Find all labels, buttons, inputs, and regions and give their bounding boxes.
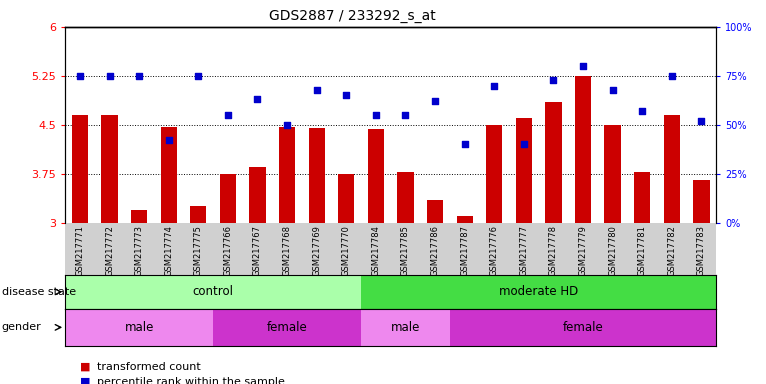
Point xyxy=(310,86,322,93)
FancyBboxPatch shape xyxy=(65,309,213,346)
Point xyxy=(696,118,708,124)
Text: disease state: disease state xyxy=(2,287,76,297)
Point xyxy=(162,137,175,144)
Text: GSM217769: GSM217769 xyxy=(313,225,321,276)
Text: moderate HD: moderate HD xyxy=(499,285,578,298)
Text: GSM217782: GSM217782 xyxy=(667,225,676,276)
Text: GSM217780: GSM217780 xyxy=(608,225,617,276)
Bar xyxy=(457,216,473,223)
Bar xyxy=(604,125,620,223)
Point xyxy=(281,122,293,128)
Text: GSM217781: GSM217781 xyxy=(638,225,647,276)
Text: GSM217785: GSM217785 xyxy=(401,225,410,276)
Point xyxy=(74,73,86,79)
Point xyxy=(636,108,648,114)
Bar xyxy=(250,167,266,223)
Bar xyxy=(427,200,444,223)
Point xyxy=(666,73,678,79)
Text: GSM217774: GSM217774 xyxy=(164,225,173,276)
Text: GSM217770: GSM217770 xyxy=(342,225,351,276)
Point xyxy=(103,73,116,79)
Point xyxy=(518,141,530,147)
Point xyxy=(607,86,619,93)
Point xyxy=(459,141,471,147)
Point xyxy=(222,112,234,118)
Bar xyxy=(309,128,325,223)
Bar xyxy=(190,207,206,223)
Bar xyxy=(634,172,650,223)
Text: GSM217784: GSM217784 xyxy=(372,225,381,276)
Text: GSM217768: GSM217768 xyxy=(283,225,292,276)
Text: GSM217786: GSM217786 xyxy=(430,225,440,276)
Text: GSM217771: GSM217771 xyxy=(75,225,84,276)
Point xyxy=(370,112,382,118)
Point xyxy=(133,73,146,79)
Point xyxy=(399,112,411,118)
Text: GSM217773: GSM217773 xyxy=(135,225,143,276)
Bar xyxy=(516,118,532,223)
Point xyxy=(192,73,205,79)
Bar xyxy=(161,127,177,223)
Text: female: female xyxy=(267,321,307,334)
Text: GSM217766: GSM217766 xyxy=(224,225,232,276)
FancyBboxPatch shape xyxy=(213,309,361,346)
Text: GSM217783: GSM217783 xyxy=(697,225,706,276)
Bar xyxy=(486,125,502,223)
Bar xyxy=(220,174,236,223)
Text: percentile rank within the sample: percentile rank within the sample xyxy=(97,377,285,384)
Text: GSM217787: GSM217787 xyxy=(460,225,469,276)
Bar xyxy=(368,129,384,223)
FancyBboxPatch shape xyxy=(65,275,361,309)
FancyBboxPatch shape xyxy=(361,275,716,309)
Bar xyxy=(663,115,680,223)
Text: control: control xyxy=(192,285,234,298)
Bar xyxy=(279,127,295,223)
Text: gender: gender xyxy=(2,322,41,333)
Text: GSM217777: GSM217777 xyxy=(519,225,529,276)
Bar xyxy=(398,172,414,223)
Text: ■: ■ xyxy=(80,362,94,372)
Text: GSM217767: GSM217767 xyxy=(253,225,262,276)
Text: GDS2887 / 233292_s_at: GDS2887 / 233292_s_at xyxy=(269,9,436,23)
Bar xyxy=(693,180,709,223)
Text: transformed count: transformed count xyxy=(97,362,201,372)
Text: GSM217779: GSM217779 xyxy=(578,225,588,276)
FancyBboxPatch shape xyxy=(361,309,450,346)
Bar xyxy=(101,115,118,223)
Text: male: male xyxy=(391,321,420,334)
Bar xyxy=(575,76,591,223)
Point xyxy=(577,63,589,69)
Point xyxy=(251,96,264,103)
Text: GSM217775: GSM217775 xyxy=(194,225,203,276)
Text: GSM217778: GSM217778 xyxy=(549,225,558,276)
Point xyxy=(340,92,352,98)
Text: ■: ■ xyxy=(80,377,94,384)
Bar xyxy=(545,102,561,223)
Text: male: male xyxy=(124,321,154,334)
Bar xyxy=(72,115,88,223)
Text: GSM217776: GSM217776 xyxy=(489,225,499,276)
Bar xyxy=(338,174,355,223)
Point xyxy=(488,83,500,89)
Text: GSM217772: GSM217772 xyxy=(105,225,114,276)
Bar xyxy=(131,210,147,223)
Point xyxy=(429,98,441,104)
Text: female: female xyxy=(563,321,604,334)
Point xyxy=(547,77,559,83)
FancyBboxPatch shape xyxy=(450,309,716,346)
